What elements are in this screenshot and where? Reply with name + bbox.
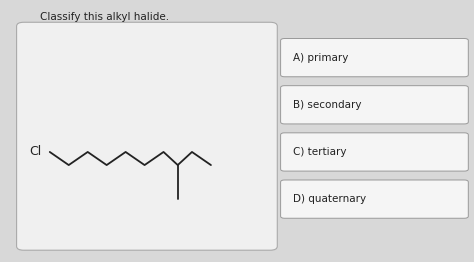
Text: D) quaternary: D) quaternary [293,194,366,204]
FancyBboxPatch shape [17,22,277,250]
Text: Classify this alkyl halide.: Classify this alkyl halide. [40,12,169,22]
FancyBboxPatch shape [281,180,468,218]
FancyBboxPatch shape [281,133,468,171]
Text: A) primary: A) primary [293,53,348,63]
Text: Cl: Cl [29,145,42,159]
FancyBboxPatch shape [281,86,468,124]
Text: C) tertiary: C) tertiary [293,147,346,157]
FancyBboxPatch shape [281,39,468,77]
Text: B) secondary: B) secondary [293,100,362,110]
